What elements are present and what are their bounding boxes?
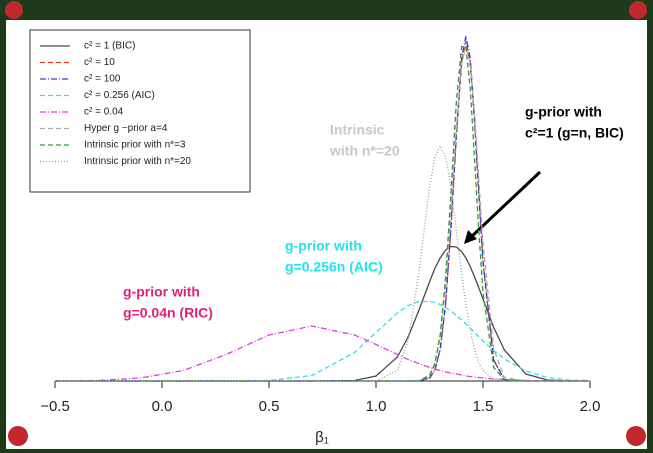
x-axis-label: β₁ [315, 429, 329, 446]
annotation: c²=1 (g=n, BIC) [525, 125, 624, 141]
x-tick-label: 1.0 [366, 398, 387, 415]
pin [5, 1, 23, 19]
legend-label: Intrinsic prior with n*=3 [84, 140, 186, 151]
legend-label: Intrinsic prior with n*=20 [84, 156, 191, 167]
annotation: Intrinsic [330, 122, 385, 138]
series-line [54, 325, 590, 382]
annotation: g=0.04n (RIC) [123, 305, 213, 321]
x-tick-label: 1.5 [473, 398, 494, 415]
legend-label: c² = 100 [84, 74, 121, 85]
x-tick-label: 0.5 [259, 398, 280, 415]
annotation: g-prior with [123, 284, 200, 300]
legend-label: c² = 0.04 [84, 107, 124, 118]
annotation: g-prior with [285, 238, 362, 254]
annotation: g-prior with [525, 104, 602, 120]
annotation: g=0.256n (AIC) [285, 259, 383, 275]
x-tick-label: −0.5 [40, 398, 70, 415]
series-line [55, 144, 590, 382]
legend-label: c² = 0.256 (AIC) [84, 90, 155, 101]
pin [626, 426, 646, 446]
x-tick-label: 2.0 [580, 398, 601, 415]
legend-label: Hyper g −prior a=4 [84, 123, 168, 134]
legend-label: c² = 1 (BIC) [84, 41, 135, 52]
series-line [55, 35, 590, 382]
pin [8, 426, 28, 446]
series-line [55, 300, 591, 382]
arrow-head [464, 230, 477, 244]
legend-label: c² = 10 [84, 57, 115, 68]
pin [629, 1, 647, 19]
x-tick-label: 0.0 [152, 398, 173, 415]
pins [5, 1, 647, 446]
annotation: with n*=20 [329, 143, 400, 159]
legend-box [29, 29, 251, 193]
